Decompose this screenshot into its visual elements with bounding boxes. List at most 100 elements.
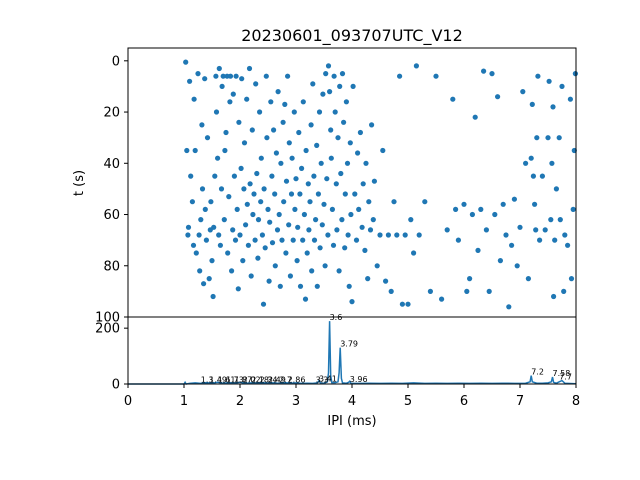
raster-point: [241, 140, 248, 146]
raster-point: [528, 155, 534, 161]
raster-point: [265, 206, 271, 212]
histogram-y-tick-label: 200: [95, 322, 120, 337]
raster-point: [328, 127, 334, 133]
raster-point: [314, 142, 320, 148]
raster-point: [565, 242, 571, 248]
raster-point: [427, 288, 433, 294]
ipi-peak-label: 3.79: [340, 340, 358, 349]
raster-point: [269, 173, 275, 179]
raster-point: [316, 109, 323, 115]
raster-point: [325, 232, 331, 238]
raster-point: [285, 73, 291, 79]
raster-point: [444, 227, 450, 233]
raster-point: [567, 96, 574, 102]
raster-point: [335, 135, 341, 141]
raster-point: [313, 217, 319, 223]
raster-point: [525, 276, 532, 282]
raster-point: [570, 206, 576, 212]
ipi-peak-label: 3.3: [316, 375, 329, 384]
raster-point: [461, 201, 467, 207]
raster-point: [307, 199, 313, 205]
raster-point: [184, 147, 190, 154]
raster-point: [333, 181, 339, 187]
raster-point: [252, 237, 258, 243]
raster-point: [362, 247, 368, 253]
raster-point: [517, 224, 523, 230]
raster-point: [278, 160, 284, 166]
raster-point: [489, 71, 495, 77]
raster-point: [367, 227, 374, 233]
raster-point: [300, 99, 306, 105]
raster-y-tick-label: 40: [103, 157, 120, 172]
raster-point: [550, 104, 556, 110]
raster-y-tick-label: 0: [112, 54, 120, 69]
raster-point: [359, 224, 365, 230]
ipi-peak-labels: 1.31.491.611.731.872.022.182.342.492.72.…: [201, 313, 572, 384]
raster-point: [297, 191, 303, 197]
raster-point: [280, 119, 286, 125]
raster-point: [291, 109, 297, 115]
raster-point: [272, 191, 278, 197]
raster-point: [374, 263, 380, 269]
raster-point: [322, 263, 328, 269]
raster-point: [201, 281, 207, 287]
raster-point: [532, 201, 538, 207]
histogram-x-tick-label: 0: [124, 394, 132, 409]
ipi-histogram-line: [128, 321, 577, 385]
histogram-y-ticks: 0 200: [95, 322, 128, 393]
raster-point: [299, 165, 305, 171]
raster-point: [239, 76, 245, 82]
raster-point: [377, 232, 383, 238]
raster-point: [366, 199, 372, 205]
raster-point: [321, 201, 327, 207]
raster-point: [553, 186, 560, 192]
raster-point: [274, 227, 281, 233]
raster-point: [275, 89, 281, 95]
histogram-x-axis-label: IPI (ms): [327, 414, 376, 429]
raster-point: [258, 199, 264, 205]
raster-point: [213, 109, 220, 115]
raster-point: [243, 222, 249, 228]
raster-point: [450, 96, 456, 102]
raster-point: [199, 122, 205, 128]
raster-point: [413, 63, 419, 69]
raster-point: [255, 217, 262, 223]
raster-point: [383, 278, 389, 284]
raster-y-tick-label: 80: [103, 259, 120, 274]
raster-point: [481, 68, 487, 74]
raster-point: [294, 258, 300, 264]
raster-point: [185, 232, 191, 238]
histogram-x-tick-label: 4: [348, 394, 356, 409]
raster-point: [303, 147, 309, 154]
raster-point: [380, 147, 386, 154]
raster-point: [549, 160, 555, 166]
raster-point: [233, 73, 239, 79]
ipi-peak-label: 2.02: [243, 375, 261, 384]
raster-point: [530, 173, 537, 179]
raster-point: [257, 109, 263, 115]
raster-point: [353, 237, 360, 243]
raster-point: [503, 232, 509, 238]
raster-point: [357, 129, 363, 136]
raster-point: [215, 155, 221, 161]
histogram-x-tick-label: 6: [460, 394, 468, 409]
raster-point: [327, 89, 333, 95]
raster-point: [283, 178, 290, 184]
ipi-peak-label: 1.61: [218, 375, 236, 384]
raster-point: [241, 186, 247, 192]
raster-point: [311, 237, 318, 243]
raster-point: [305, 181, 311, 187]
raster-point: [311, 173, 317, 179]
raster-point: [260, 301, 267, 307]
raster-point: [212, 173, 218, 179]
raster-point: [297, 283, 304, 289]
raster-point: [221, 217, 227, 223]
raster-point: [478, 206, 484, 212]
raster-point: [529, 101, 535, 107]
histogram-x-tick-label: 2: [236, 394, 244, 409]
raster-point: [509, 242, 515, 248]
raster-point: [399, 301, 405, 307]
raster-point: [208, 199, 214, 205]
raster-point: [183, 59, 189, 65]
raster-point: [202, 206, 208, 212]
